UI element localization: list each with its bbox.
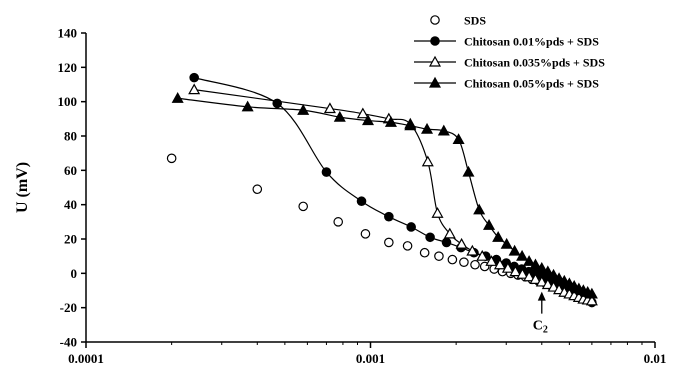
data-point — [541, 265, 554, 277]
legend-item: Chitosan 0.035%pds + SDS — [414, 56, 605, 70]
data-point — [171, 91, 184, 103]
data-point — [585, 294, 598, 306]
legend-item: SDS — [430, 14, 486, 28]
data-point — [500, 237, 513, 249]
data-point — [459, 257, 469, 267]
data-point — [470, 259, 480, 270]
data-point — [431, 207, 444, 218]
legend-item: Chitosan 0.01%pds + SDS — [414, 35, 599, 49]
legend-marker — [428, 76, 442, 88]
data-point — [360, 229, 371, 239]
data-point — [441, 237, 452, 248]
data-point — [541, 278, 554, 290]
legend-label: Chitosan 0.01%pds + SDS — [464, 35, 599, 49]
data-point — [189, 72, 199, 83]
data-point — [462, 165, 475, 177]
data-point — [535, 261, 548, 273]
data-point — [523, 255, 536, 266]
data-point — [501, 261, 514, 273]
legend-label: SDS — [464, 14, 486, 28]
annotation-c2: C2 — [533, 291, 548, 336]
series-2 — [188, 83, 598, 306]
y-tick-label: 60 — [64, 163, 77, 178]
data-point — [466, 244, 479, 256]
data-point — [455, 237, 468, 249]
annotation-subscript: 2 — [543, 325, 548, 336]
data-point — [333, 110, 346, 122]
annotation-label: C2 — [533, 319, 548, 336]
series-3 — [171, 91, 598, 299]
axes: -40 -20 0 20 40 60 80 100 120 140 0.0001 0.001 0.01 U… — [14, 26, 666, 367]
y-tick-label: -40 — [60, 335, 77, 350]
data-point — [443, 227, 456, 239]
data-point — [361, 114, 375, 126]
data-point — [420, 122, 434, 134]
data-point — [509, 265, 522, 277]
y-tick-label: 80 — [64, 129, 77, 144]
data-point — [421, 155, 434, 167]
y-tick-label: 100 — [58, 94, 78, 109]
data-point — [535, 275, 548, 287]
x-tick-label: 0.0001 — [68, 351, 104, 366]
legend-marker — [430, 15, 440, 25]
data-point — [529, 258, 542, 270]
data-point — [419, 247, 430, 258]
data-point — [476, 249, 489, 261]
legend-marker — [430, 36, 440, 46]
data-point — [508, 244, 521, 256]
y-tick-label: 140 — [58, 26, 78, 41]
x-tick-label: 0.001 — [356, 351, 385, 366]
data-point — [241, 100, 254, 112]
y-axis-title: U (mV) — [14, 162, 31, 213]
data-point — [188, 83, 201, 95]
data-point — [483, 219, 496, 230]
data-point — [529, 273, 542, 284]
data-point — [406, 222, 416, 232]
legend: SDS Chitosan 0.01%pds + SDS Chitosan 0.035… — [414, 14, 605, 91]
data-point — [252, 184, 263, 195]
data-point — [516, 267, 529, 279]
x-tick-label: 0.01 — [644, 351, 667, 366]
data-point — [356, 107, 369, 119]
data-point — [166, 153, 177, 164]
data-point — [298, 201, 308, 212]
data-point — [523, 270, 536, 282]
data-point — [321, 167, 332, 177]
annotations: C2 — [533, 291, 548, 336]
data-point — [473, 203, 486, 215]
data-point — [297, 104, 310, 115]
data-point — [384, 211, 394, 222]
data-point — [425, 232, 435, 243]
y-tick-label: 120 — [58, 60, 78, 75]
y-tick-label: -20 — [60, 300, 77, 315]
legend-marker — [428, 55, 442, 67]
legend-label: Chitosan 0.05%pds + SDS — [464, 77, 599, 91]
data-point — [402, 241, 413, 251]
data-point — [404, 119, 417, 131]
data-point — [333, 217, 344, 227]
data-point — [493, 258, 506, 270]
data-point — [384, 116, 397, 127]
data-point — [516, 249, 529, 261]
data-point — [447, 254, 458, 265]
legend-label: Chitosan 0.035%pds + SDS — [464, 56, 605, 70]
data-point — [585, 287, 598, 299]
data-point — [323, 102, 336, 114]
data-point — [492, 231, 505, 242]
legend-item: Chitosan 0.05%pds + SDS — [414, 77, 599, 91]
data-point — [437, 124, 450, 136]
data-point — [452, 133, 465, 145]
plot-area — [166, 72, 598, 308]
data-point — [356, 196, 367, 207]
data-point — [485, 255, 498, 266]
y-tick-label: 20 — [64, 232, 77, 247]
data-point — [547, 268, 560, 280]
data-point — [384, 237, 394, 248]
y-tick-label: 40 — [64, 197, 77, 212]
data-point — [434, 251, 444, 261]
y-tick-label: 0 — [71, 266, 78, 281]
annotation-arrow-head — [537, 291, 546, 301]
